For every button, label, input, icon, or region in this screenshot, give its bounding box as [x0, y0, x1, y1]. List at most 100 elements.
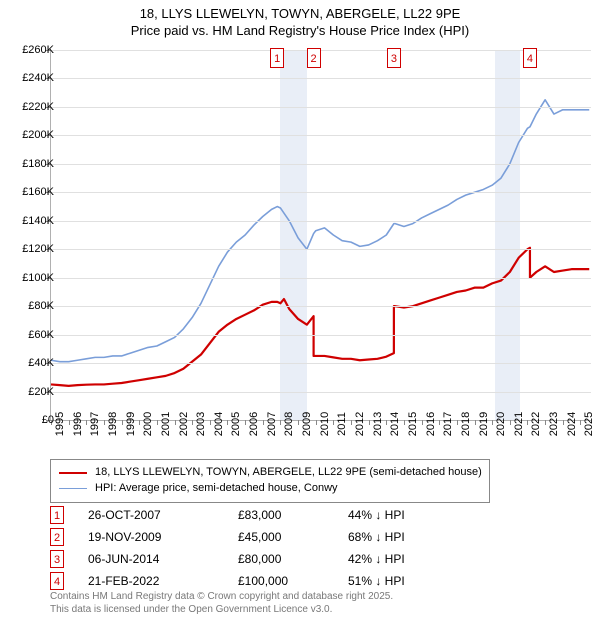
- y-axis-label: £0: [10, 414, 54, 426]
- x-axis-label: 1999: [125, 412, 137, 436]
- x-axis-label: 2015: [407, 412, 419, 436]
- sales-row: 2 19-NOV-2009£45,00068% ↓ HPI: [50, 526, 468, 548]
- sales-row-date: 06-JUN-2014: [88, 552, 238, 566]
- sales-row: 306-JUN-2014£80,00042% ↓ HPI: [50, 548, 468, 570]
- legend-label: HPI: Average price, semi-detached house,…: [95, 481, 338, 497]
- x-tick: [227, 420, 228, 425]
- sale-marker: 2: [307, 48, 321, 68]
- y-axis-label: £60K: [10, 329, 54, 341]
- y-axis-label: £200K: [10, 129, 54, 141]
- x-axis-label: 2002: [178, 412, 190, 436]
- x-axis-label: 2018: [460, 412, 472, 436]
- x-axis-label: 2009: [301, 412, 313, 436]
- footer-line2: This data is licensed under the Open Gov…: [50, 604, 393, 617]
- x-axis-label: 2005: [230, 412, 242, 436]
- x-tick: [475, 420, 476, 425]
- sales-row: 421-FEB-2022£100,00051% ↓ HPI: [50, 570, 468, 592]
- x-tick: [316, 420, 317, 425]
- title-line1: 18, LLYS LLEWELYN, TOWYN, ABERGELE, LL22…: [0, 6, 600, 23]
- x-tick: [157, 420, 158, 425]
- x-tick: [404, 420, 405, 425]
- gridline: [51, 392, 591, 393]
- gridline: [51, 107, 591, 108]
- legend-label: 18, LLYS LLEWELYN, TOWYN, ABERGELE, LL22…: [95, 465, 482, 481]
- x-tick: [527, 420, 528, 425]
- x-axis-label: 2017: [442, 412, 454, 436]
- gridline: [51, 221, 591, 222]
- x-tick: [192, 420, 193, 425]
- y-axis-label: £180K: [10, 158, 54, 170]
- x-tick: [298, 420, 299, 425]
- y-axis-label: £220K: [10, 101, 54, 113]
- x-axis-label: 1997: [89, 412, 101, 436]
- sales-row-price: £83,000: [238, 508, 348, 522]
- x-tick: [69, 420, 70, 425]
- x-axis-label: 2007: [266, 412, 278, 436]
- x-axis-label: 2020: [495, 412, 507, 436]
- sales-row-date: 19-NOV-2009: [88, 530, 238, 544]
- legend-swatch: [59, 488, 87, 489]
- sale-marker: 4: [523, 48, 537, 68]
- sales-row-marker: 4: [50, 572, 64, 590]
- footer-attribution: Contains HM Land Registry data © Crown c…: [50, 591, 393, 616]
- gridline: [51, 249, 591, 250]
- x-axis-label: 1998: [107, 412, 119, 436]
- x-axis-label: 2010: [319, 412, 331, 436]
- sales-row-marker: 2: [50, 528, 64, 546]
- x-axis-label: 2012: [354, 412, 366, 436]
- x-tick: [86, 420, 87, 425]
- x-axis-label: 2014: [389, 412, 401, 436]
- gridline: [51, 78, 591, 79]
- sales-row-marker: 1: [50, 506, 64, 524]
- y-axis-label: £80K: [10, 300, 54, 312]
- x-tick: [139, 420, 140, 425]
- title-line2: Price paid vs. HM Land Registry's House …: [0, 23, 600, 40]
- x-axis-label: 2003: [195, 412, 207, 436]
- sales-row-price: £80,000: [238, 552, 348, 566]
- x-axis-label: 2025: [583, 412, 595, 436]
- series-line: [51, 100, 589, 362]
- gridline: [51, 192, 591, 193]
- chart-title-block: 18, LLYS LLEWELYN, TOWYN, ABERGELE, LL22…: [0, 0, 600, 40]
- sales-row-pct: 42% ↓ HPI: [348, 552, 468, 566]
- x-tick: [580, 420, 581, 425]
- x-tick: [510, 420, 511, 425]
- x-tick: [439, 420, 440, 425]
- x-axis-label: 2023: [548, 412, 560, 436]
- sales-row-pct: 51% ↓ HPI: [348, 574, 468, 588]
- footer-line1: Contains HM Land Registry data © Crown c…: [50, 591, 393, 604]
- x-tick: [386, 420, 387, 425]
- x-axis-label: 1996: [72, 412, 84, 436]
- sales-row-price: £45,000: [238, 530, 348, 544]
- chart-svg: [51, 50, 591, 420]
- x-axis-label: 1995: [54, 412, 66, 436]
- x-axis-label: 2000: [142, 412, 154, 436]
- x-axis-label: 2016: [425, 412, 437, 436]
- x-axis-label: 2022: [530, 412, 542, 436]
- y-axis-label: £20K: [10, 386, 54, 398]
- x-axis-label: 2006: [248, 412, 260, 436]
- x-axis-label: 2021: [513, 412, 525, 436]
- sales-row-date: 26-OCT-2007: [88, 508, 238, 522]
- legend-swatch: [59, 472, 87, 474]
- y-axis-label: £120K: [10, 243, 54, 255]
- gridline: [51, 50, 591, 51]
- sales-row-pct: 44% ↓ HPI: [348, 508, 468, 522]
- sales-row-pct: 68% ↓ HPI: [348, 530, 468, 544]
- x-tick: [210, 420, 211, 425]
- y-axis-label: £260K: [10, 44, 54, 56]
- x-tick: [104, 420, 105, 425]
- sales-row-price: £100,000: [238, 574, 348, 588]
- x-axis-label: 2019: [478, 412, 490, 436]
- y-axis-label: £40K: [10, 357, 54, 369]
- x-tick: [122, 420, 123, 425]
- x-tick: [369, 420, 370, 425]
- sales-table: 1 26-OCT-2007£83,00044% ↓ HPI 2 19-NOV-2009…: [50, 504, 468, 592]
- x-tick: [175, 420, 176, 425]
- y-axis-label: £240K: [10, 72, 54, 84]
- y-axis-label: £100K: [10, 272, 54, 284]
- chart-container: 18, LLYS LLEWELYN, TOWYN, ABERGELE, LL22…: [0, 0, 600, 620]
- x-axis-label: 2013: [372, 412, 384, 436]
- x-tick: [333, 420, 334, 425]
- x-axis-label: 2011: [336, 412, 348, 436]
